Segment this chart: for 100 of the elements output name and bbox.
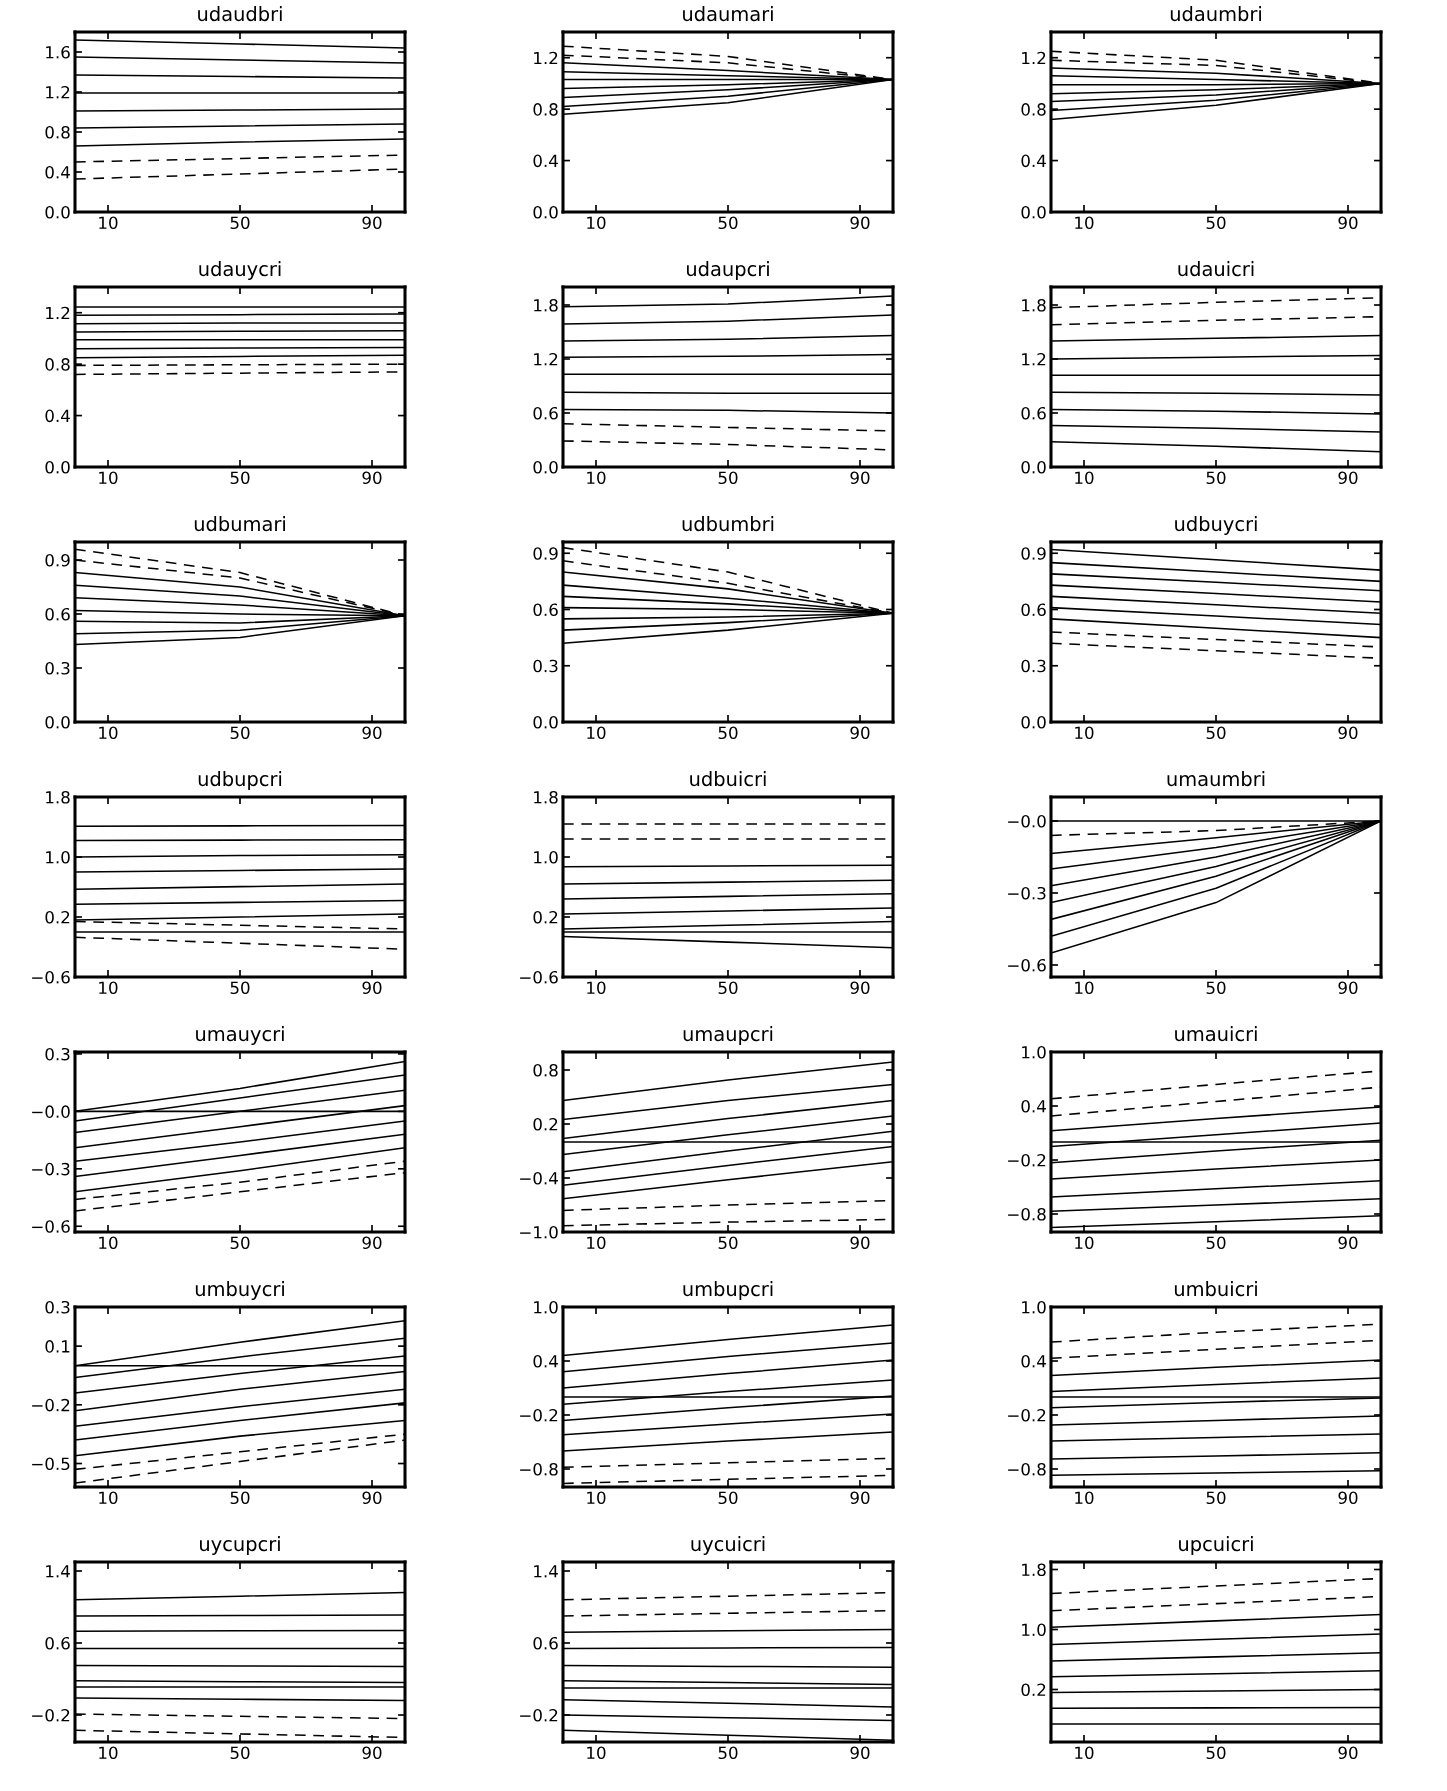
chart-title: udaumari bbox=[683, 6, 773, 22]
y-tick-label: 1.0 bbox=[1022, 1045, 1046, 1059]
y-tick-label: −0.6 bbox=[32, 1220, 70, 1233]
chart-title: umbuycri bbox=[195, 1281, 284, 1300]
x-tick-label: 50 bbox=[1206, 1746, 1226, 1760]
x-tick-label: 10 bbox=[99, 1491, 118, 1505]
y-tick-label: 0.2 bbox=[533, 910, 558, 924]
x-tick-label: 50 bbox=[718, 1491, 738, 1505]
x-tick-label: 50 bbox=[1206, 471, 1226, 485]
y-tick-label: −0.0 bbox=[32, 1105, 70, 1118]
x-tick-label: 10 bbox=[1075, 216, 1094, 230]
y-tick-label: −0.3 bbox=[1008, 886, 1046, 900]
x-tick-label: 10 bbox=[99, 1236, 118, 1250]
x-tick-label: 50 bbox=[718, 981, 738, 995]
y-tick-label: 0.8 bbox=[1021, 103, 1046, 116]
x-tick-label: 10 bbox=[1075, 1236, 1094, 1250]
y-tick-label: 0.0 bbox=[45, 715, 70, 729]
y-tick-label: 0.0 bbox=[1021, 715, 1046, 729]
x-tick-label: 50 bbox=[718, 471, 738, 485]
chart-title: umaupcri bbox=[683, 1026, 773, 1045]
y-tick-label: 0.3 bbox=[45, 1300, 70, 1314]
x-tick-label: 50 bbox=[230, 216, 250, 230]
x-tick-label: 90 bbox=[1338, 471, 1358, 485]
y-tick-label: 1.8 bbox=[1022, 298, 1046, 312]
x-tick-label: 10 bbox=[587, 216, 606, 230]
y-tick-label: 1.0 bbox=[534, 850, 558, 864]
chart-title: udauycri bbox=[199, 261, 281, 280]
y-tick-label: −0.3 bbox=[32, 1162, 70, 1176]
x-tick-label: 10 bbox=[587, 1236, 606, 1250]
x-tick-label: 90 bbox=[362, 1491, 382, 1505]
chart-title: uycupcri bbox=[200, 1536, 280, 1555]
y-tick-label: 1.0 bbox=[534, 1300, 558, 1314]
x-tick-label: 50 bbox=[718, 1746, 738, 1760]
chart-title: udbumbri bbox=[682, 516, 774, 532]
x-tick-label: 50 bbox=[718, 216, 738, 230]
x-tick-label: 50 bbox=[718, 726, 738, 740]
y-tick-label: 1.2 bbox=[46, 306, 70, 320]
chart-title: udbumari bbox=[194, 516, 285, 532]
y-tick-label: −0.2 bbox=[520, 1708, 558, 1722]
y-tick-label: 0.4 bbox=[1021, 1099, 1046, 1113]
x-tick-label: 90 bbox=[850, 471, 870, 485]
y-tick-label: 0.3 bbox=[45, 661, 70, 675]
y-tick-label: 0.6 bbox=[533, 1636, 558, 1650]
chart-title: uycuicri bbox=[691, 1536, 765, 1555]
y-tick-label: 0.6 bbox=[45, 1636, 70, 1650]
x-tick-label: 50 bbox=[230, 1236, 250, 1250]
chart-title: udbupcri bbox=[198, 771, 282, 790]
y-tick-label: −0.8 bbox=[1008, 1207, 1046, 1221]
y-tick-label: 0.0 bbox=[45, 460, 70, 474]
chart-title: udbuycri bbox=[1175, 516, 1257, 535]
y-tick-label: −0.6 bbox=[1008, 958, 1046, 972]
x-tick-label: 10 bbox=[1075, 471, 1094, 485]
y-tick-label: 1.8 bbox=[46, 790, 70, 804]
y-tick-label: 0.2 bbox=[533, 1117, 558, 1131]
y-tick-label: −0.2 bbox=[1008, 1153, 1046, 1167]
y-tick-label: 0.4 bbox=[533, 154, 558, 168]
x-tick-label: 90 bbox=[362, 1236, 382, 1250]
x-tick-label: 50 bbox=[230, 1746, 250, 1760]
y-tick-label: 0.3 bbox=[45, 1047, 70, 1061]
y-tick-label: 0.3 bbox=[533, 659, 558, 673]
x-tick-label: 90 bbox=[1338, 1491, 1358, 1505]
y-tick-label: −0.8 bbox=[1008, 1462, 1046, 1476]
y-tick-label: 0.0 bbox=[45, 205, 70, 219]
y-tick-label: 1.0 bbox=[1022, 1623, 1046, 1637]
x-tick-label: 10 bbox=[587, 1746, 606, 1760]
y-tick-label: 0.2 bbox=[45, 910, 70, 924]
x-tick-label: 10 bbox=[1075, 1746, 1094, 1760]
y-tick-label: 1.2 bbox=[534, 51, 558, 65]
y-tick-label: 0.1 bbox=[45, 1340, 70, 1353]
chart-title: udauicri bbox=[1178, 261, 1254, 277]
y-tick-label: −0.8 bbox=[520, 1462, 558, 1476]
chart-title: umauycri bbox=[196, 1026, 284, 1045]
x-tick-label: 90 bbox=[1338, 726, 1358, 740]
y-tick-label: −0.2 bbox=[32, 1708, 70, 1722]
y-tick-label: 0.0 bbox=[533, 205, 558, 219]
x-tick-label: 50 bbox=[1206, 726, 1226, 740]
y-tick-label: 0.6 bbox=[533, 406, 558, 420]
y-tick-label: −0.2 bbox=[32, 1398, 70, 1412]
y-tick-label: 0.6 bbox=[1021, 406, 1046, 420]
y-tick-label: 1.4 bbox=[534, 1565, 558, 1578]
x-tick-label: 50 bbox=[230, 1491, 250, 1505]
chart-title: udaupcri bbox=[686, 261, 769, 280]
x-tick-label: 90 bbox=[1338, 1746, 1358, 1760]
y-tick-label: 0.9 bbox=[533, 547, 558, 560]
y-tick-label: −0.2 bbox=[520, 1408, 558, 1422]
x-tick-label: 90 bbox=[1338, 216, 1358, 230]
x-tick-label: 10 bbox=[587, 1491, 606, 1505]
x-tick-label: 50 bbox=[1206, 1491, 1226, 1505]
x-tick-label: 50 bbox=[230, 726, 250, 740]
x-tick-label: 90 bbox=[362, 981, 382, 995]
x-tick-label: 90 bbox=[1338, 1236, 1358, 1250]
y-tick-label: 0.0 bbox=[1021, 205, 1046, 219]
x-tick-label: 90 bbox=[850, 726, 870, 740]
x-tick-label: 10 bbox=[587, 726, 606, 740]
y-tick-label: −0.6 bbox=[32, 970, 70, 984]
y-tick-label: 0.6 bbox=[1021, 603, 1046, 617]
x-tick-label: 50 bbox=[230, 471, 250, 485]
x-tick-label: 50 bbox=[718, 1236, 738, 1250]
y-tick-label: 1.2 bbox=[1022, 352, 1046, 366]
y-tick-label: 0.6 bbox=[533, 603, 558, 617]
